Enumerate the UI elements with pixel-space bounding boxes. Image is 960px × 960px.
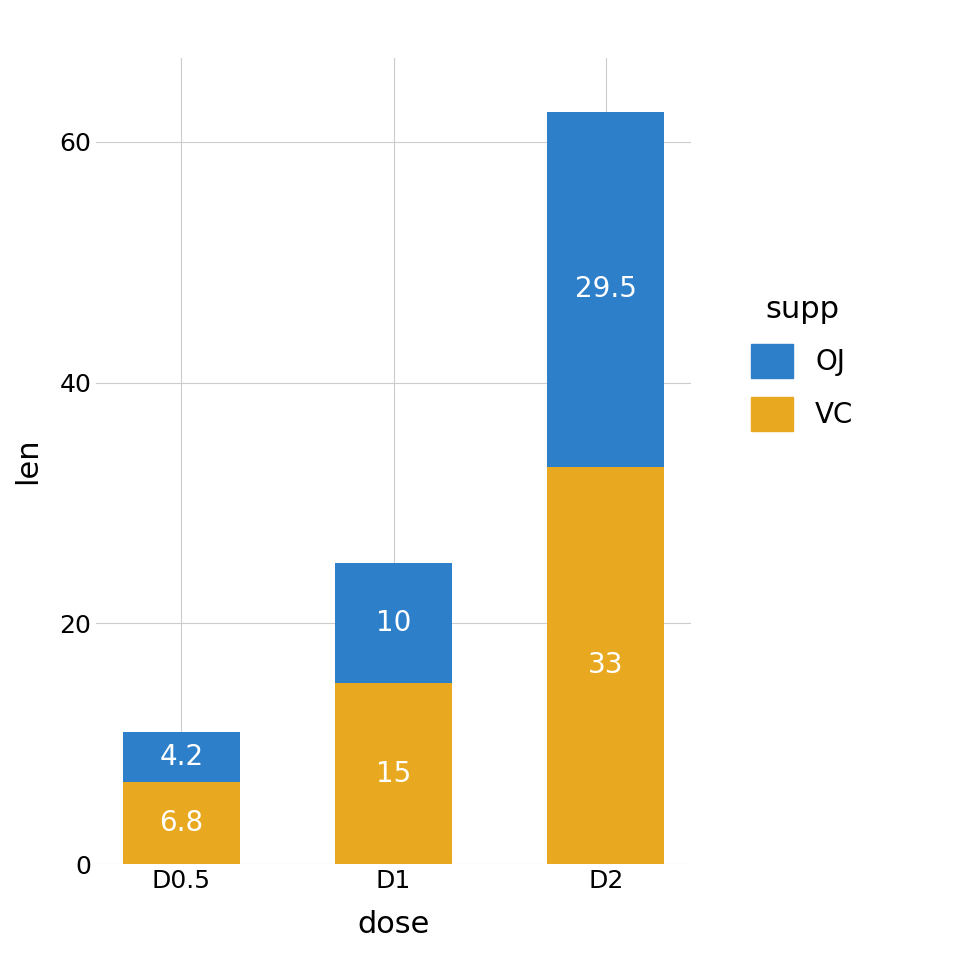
- Bar: [335, 684, 452, 864]
- X-axis label: dose: dose: [357, 909, 430, 939]
- Bar: [547, 111, 664, 467]
- Text: 6.8: 6.8: [159, 809, 204, 837]
- Text: 4.2: 4.2: [159, 743, 204, 771]
- Y-axis label: len: len: [13, 438, 42, 484]
- Legend: OJ, VC: OJ, VC: [729, 273, 876, 453]
- Text: 15: 15: [376, 759, 411, 788]
- Bar: [335, 564, 452, 684]
- Bar: [123, 782, 240, 864]
- Bar: [123, 732, 240, 782]
- Bar: [547, 467, 664, 864]
- Text: 10: 10: [376, 610, 411, 637]
- Text: 33: 33: [588, 652, 624, 680]
- Text: 29.5: 29.5: [575, 276, 636, 303]
